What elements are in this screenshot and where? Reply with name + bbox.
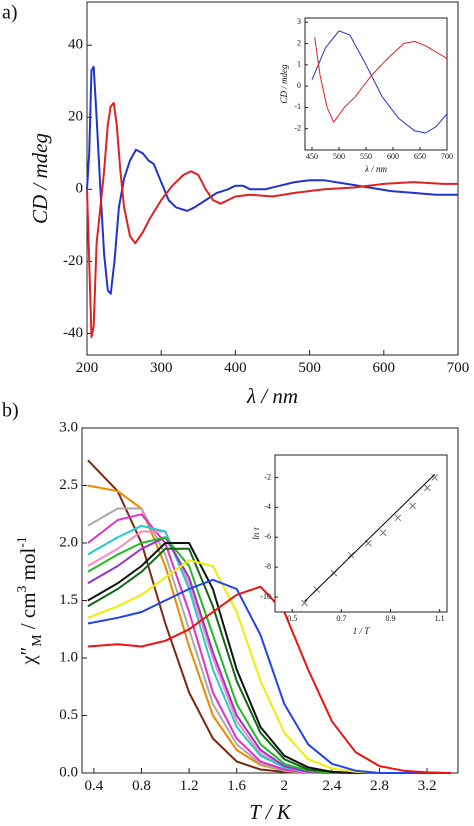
data-point [409,502,416,510]
data-line [314,37,448,123]
fit-line [304,474,436,602]
y-tick-label: 20 [68,109,83,125]
y-tick-label: 3 [297,17,301,26]
x-tick-label: 600 [387,152,399,161]
data-line [87,578,451,774]
y-tick-label: -20 [63,253,83,269]
y-axis-label: ln τ [251,526,261,539]
data-point [431,474,439,481]
label-part: / cm [16,592,40,634]
x-tick-label: 1.6 [227,778,246,794]
x-tick-label: 300 [150,360,173,376]
x-tick-label: 0.5 [287,614,297,623]
x-tick-label: 0.7 [336,614,346,623]
label-part: -1 [14,536,29,547]
x-tick-label: 1.2 [180,778,199,794]
y-tick-label: 0.0 [59,764,78,780]
y-axis-label: CD / mdeg [28,133,52,224]
x-tick-label: 3.2 [418,778,437,794]
y-tick-label: -4 [264,502,271,511]
y-tick-label: 1.5 [59,592,78,608]
x-tick-label: 2.4 [322,778,341,794]
label-part: mol [16,548,40,586]
x-tick-label: 700 [447,360,470,376]
x-tick-label: 0.4 [85,778,104,794]
y-tick-label: 40 [68,37,83,53]
y-tick-label: 2 [297,38,301,47]
x-tick-label: 500 [298,360,321,376]
x-tick-label: 600 [373,360,396,376]
x-tick-label: 200 [76,360,99,376]
label-part: M [29,634,44,646]
x-tick-label: 1.1 [435,614,445,623]
y-tick-label: 0.5 [59,707,78,723]
y-tick-label: -8 [264,562,271,571]
y-tick-label: -1 [294,102,301,111]
data-point [379,529,387,537]
x-tick-label: 500 [333,152,345,161]
x-tick-label: 550 [360,152,372,161]
x-tick-label: 650 [414,152,426,161]
y-tick-label: 0 [76,181,84,197]
data-line [87,585,451,774]
data-point [301,599,308,607]
y-tick-label: 0 [297,81,301,90]
label-part: χ″ [16,647,40,666]
y-axis-label: χ″M / cm3 mol-1 [14,536,44,665]
x-tick-label: 0.9 [385,614,395,623]
y-tick-label: 2.5 [59,477,78,493]
x-tick-label: 700 [441,152,453,161]
x-tick-label: 2.8 [370,778,389,794]
data-point [423,484,431,492]
data-line [311,30,448,134]
x-axis-label: T / K [249,800,292,824]
y-tick-label: 2.0 [59,534,78,550]
x-tick-label: 2 [281,778,289,794]
label-part: 3 [14,585,29,592]
data-point [347,551,355,559]
y-tick-label: -6 [264,532,271,541]
x-tick-label: 450 [306,152,318,161]
y-tick-label: -40 [63,325,83,341]
y-tick-label: 3.0 [59,419,78,435]
x-tick-label: 0.8 [132,778,151,794]
data-point [394,514,402,522]
plot-frame [274,454,448,613]
y-axis-label: CD / mdeg [279,64,289,103]
x-axis-label: λ / nm [246,384,298,408]
x-tick-label: 400 [224,360,247,376]
y-tick-label: 1 [297,60,301,69]
y-tick-label: -10 [260,592,271,601]
panel-label: b) [2,400,19,422]
x-axis-label: λ / nm [364,164,387,174]
data-line [86,65,458,295]
x-axis-label: 1 / T [353,626,371,636]
panel-label: a) [2,2,18,24]
y-tick-label: -2 [294,124,301,133]
data-line [86,101,458,338]
y-tick-label: -2 [264,472,271,481]
y-tick-label: 1.0 [59,649,78,665]
